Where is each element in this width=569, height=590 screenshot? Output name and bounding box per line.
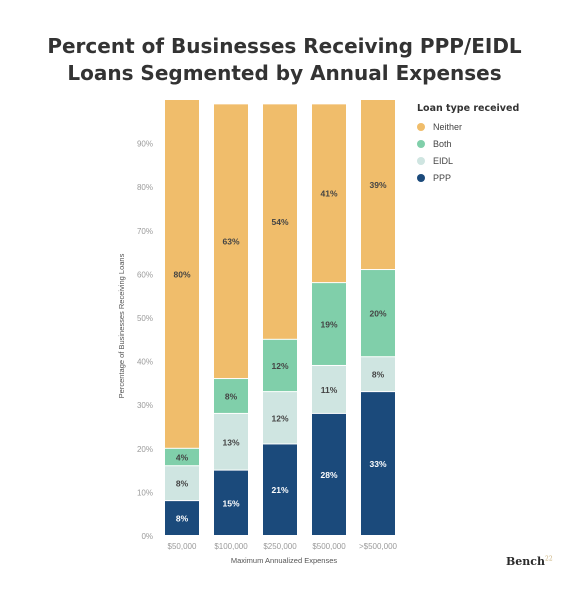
y-tick-label: 70% [137,227,153,236]
data-label: 80% [173,269,190,279]
legend-title: Loan type received [417,103,519,114]
chart-title: Percent of Businesses Receiving PPP/EIDL… [0,33,569,87]
y-tick-label: 0% [141,532,153,541]
bar-segment-eidl [165,466,199,501]
legend-label-neither: Neither [433,122,462,132]
y-axis: 0% 10% 20% 30% 40% 50% 60% 70% 80% 90% Percentage … [117,140,153,541]
data-label: 21% [271,485,288,495]
data-label: 8% [225,391,238,401]
y-tick-label: 40% [137,358,153,367]
data-label: 13% [222,437,239,447]
y-tick-label: 60% [137,270,153,279]
y-axis-label: Percentage of Businesses Receiving Loans [117,253,126,398]
x-tick-label: $500,000 [312,542,346,551]
bar-segment-ppp [165,501,199,535]
data-label: 8% [372,370,385,380]
data-label: 33% [369,459,386,469]
data-label: 19% [320,320,337,330]
legend-label-both: Both [433,139,452,149]
legend-swatch-both [417,140,425,148]
bar-segment-ppp [263,444,297,535]
x-tick-label: $250,000 [263,542,297,551]
y-tick-label: 20% [137,445,153,454]
y-tick-label: 50% [137,314,153,323]
bar-segment-eidl [361,357,395,392]
bar-segment-eidl [263,392,297,444]
chart-title-line-1: Percent of Businesses Receiving PPP/EIDL [47,34,522,58]
x-tick-label: >$500,000 [359,542,398,551]
brand-mark: 22 [545,555,553,563]
data-label: 12% [271,413,288,423]
legend-label-ppp: PPP [433,173,451,183]
bar-segment-both [214,379,248,413]
data-label: 28% [320,470,337,480]
bar-segment-neither [165,100,199,448]
bench-logo: Bench22 [506,555,553,568]
legend-swatch-neither [417,123,425,131]
data-label: 39% [369,180,386,190]
bar-segment-both [263,339,297,392]
bar-segment-neither [214,104,248,379]
data-label: 15% [222,498,239,508]
legend-label-eidl: EIDL [433,156,453,166]
x-axis: $50,000 $100,000 $250,000 $500,000 >$500,000… [168,542,398,565]
x-axis-label: Maximum Annualized Expenses [231,556,338,565]
bar-segment-ppp [214,470,248,535]
data-label: 8% [176,514,189,524]
y-tick-label: 30% [137,401,153,410]
x-tick-label: $100,000 [214,542,248,551]
legend-swatch-ppp [417,174,425,182]
legend: Loan type received Neither Both EIDL PPP [417,103,519,183]
x-tick-label: $50,000 [168,542,197,551]
bar-segment-ppp [312,413,346,535]
data-label: 8% [176,479,189,489]
data-label: 12% [271,361,288,371]
bar-segment-both [312,283,346,365]
bar-segment-eidl [312,365,346,413]
legend-swatch-eidl [417,157,425,165]
bar-segment-both [165,448,199,466]
bar-segment-neither [361,100,395,270]
data-label: 63% [222,237,239,247]
data-label: 11% [321,385,338,395]
brand-name: Bench [506,555,545,568]
data-label: 41% [320,189,337,199]
bar-segment-both [361,270,395,357]
bars: 8% 8% 4% 80% 15% 13% 8% 63% 21% 12% 12% 54% 28% 11% 19… [165,100,395,535]
bar-segment-eidl [214,413,248,470]
bar-segment-neither [263,104,297,339]
data-label: 4% [176,453,189,463]
chart-title-line-2: Loans Segmented by Annual Expenses [67,61,502,85]
bar-segment-neither [312,104,346,283]
data-label: 54% [271,217,288,227]
y-tick-label: 10% [137,488,153,497]
y-tick-label: 90% [137,140,153,149]
data-label: 20% [369,309,386,319]
y-tick-label: 80% [137,183,153,192]
bar-segment-ppp [361,392,395,535]
